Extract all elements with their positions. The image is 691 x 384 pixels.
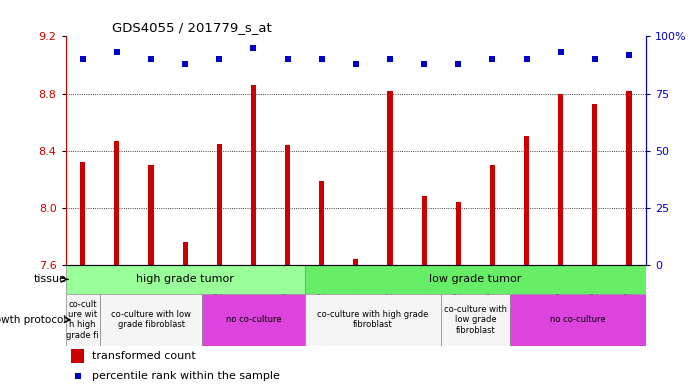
Bar <box>149 165 153 265</box>
Bar <box>442 294 509 346</box>
Bar <box>592 104 598 265</box>
Bar <box>285 145 290 265</box>
Text: GDS4055 / 201779_s_at: GDS4055 / 201779_s_at <box>112 21 272 34</box>
Text: co-culture with low
grade fibroblast: co-culture with low grade fibroblast <box>111 310 191 329</box>
Bar <box>80 162 85 265</box>
Bar <box>100 294 202 346</box>
Bar <box>66 294 100 346</box>
Bar <box>114 141 120 265</box>
Bar <box>305 265 646 294</box>
Bar <box>524 136 529 265</box>
Bar <box>182 242 188 265</box>
Text: percentile rank within the sample: percentile rank within the sample <box>92 371 280 381</box>
Text: co-cult
ure wit
h high
grade fi: co-cult ure wit h high grade fi <box>66 300 99 340</box>
Bar <box>217 144 222 265</box>
Text: no co-culture: no co-culture <box>226 315 281 324</box>
Bar <box>251 85 256 265</box>
Bar <box>422 196 427 265</box>
Bar <box>353 259 359 265</box>
Text: growth protocol: growth protocol <box>0 314 66 325</box>
Bar <box>490 165 495 265</box>
Text: co-culture with
low grade
fibroblast: co-culture with low grade fibroblast <box>444 305 507 334</box>
Bar <box>319 181 324 265</box>
Bar <box>558 94 563 265</box>
Text: transformed count: transformed count <box>92 351 196 361</box>
Bar <box>388 91 392 265</box>
Bar <box>66 265 305 294</box>
Bar <box>627 91 632 265</box>
Bar <box>71 349 84 363</box>
Text: co-culture with high grade
fibroblast: co-culture with high grade fibroblast <box>317 310 428 329</box>
Bar <box>509 294 646 346</box>
Bar <box>305 294 442 346</box>
Text: high grade tumor: high grade tumor <box>136 274 234 285</box>
Bar <box>202 294 305 346</box>
Bar <box>456 202 461 265</box>
Text: no co-culture: no co-culture <box>550 315 605 324</box>
Text: tissue: tissue <box>34 274 66 285</box>
Text: low grade tumor: low grade tumor <box>429 274 522 285</box>
